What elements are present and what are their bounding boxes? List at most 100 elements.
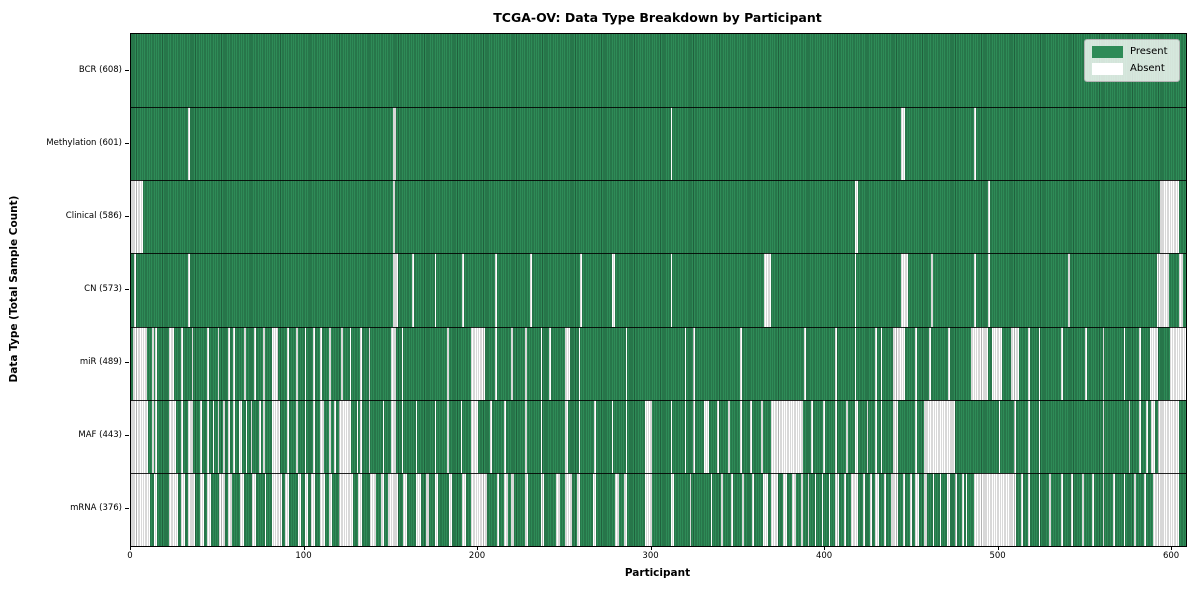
absent-stripe [974, 472, 1016, 546]
xtick-label-200: 200 [468, 551, 486, 561]
absent-stripe [689, 472, 692, 546]
absent-stripe [875, 399, 878, 473]
absent-stripe [295, 326, 298, 400]
absent-stripe [556, 472, 560, 546]
xtick-label-500: 500 [989, 551, 1006, 561]
absent-stripe [349, 326, 352, 400]
absent-stripe [497, 472, 499, 546]
absent-stripe [393, 180, 395, 254]
absent-stripe [932, 472, 935, 546]
absent-stripe [970, 326, 989, 400]
absent-stripe [1139, 326, 1141, 400]
absent-stripe [611, 399, 614, 473]
absent-stripe [370, 472, 376, 546]
absent-stripe [1102, 472, 1105, 546]
absent-stripe [892, 326, 905, 400]
row-separator [131, 472, 1186, 474]
absent-stripe [644, 472, 652, 546]
absent-stripe [870, 472, 872, 546]
absent-stripe [217, 399, 220, 473]
absent-stripe [181, 399, 184, 473]
absent-stripe [740, 399, 742, 473]
absent-stripe [540, 399, 543, 473]
absent-stripe [511, 472, 515, 546]
xtick-mark [303, 546, 305, 550]
absent-stripe [360, 326, 362, 400]
plot-area [130, 33, 1187, 547]
absent-stripe [988, 180, 990, 254]
absent-stripe [471, 326, 485, 400]
absent-stripe [524, 399, 527, 473]
absent-stripe [576, 472, 581, 546]
absent-stripe [811, 399, 813, 473]
absent-stripe [915, 399, 918, 473]
absent-stripe [854, 326, 857, 400]
absent-stripe [222, 399, 225, 473]
absent-stripe [245, 399, 248, 473]
absent-stripe [320, 399, 324, 473]
absent-stripe [238, 399, 243, 473]
absent-stripe [181, 472, 185, 546]
absent-stripe [243, 326, 246, 400]
absent-stripe [771, 399, 803, 473]
absent-stripe [752, 472, 754, 546]
absent-stripe [434, 399, 437, 473]
absent-stripe [1085, 326, 1088, 400]
absent-stripe [233, 326, 236, 400]
absent-stripe [490, 399, 492, 473]
absent-stripe [313, 326, 315, 400]
ytick-mark [125, 142, 129, 144]
xtick-mark [824, 546, 826, 550]
absent-stripe [540, 472, 544, 546]
absent-stripe [287, 399, 289, 473]
legend-item-absent: Absent [1092, 63, 1172, 75]
absent-stripe [974, 107, 977, 181]
absent-stripe [578, 326, 581, 400]
row-band-mrna [131, 472, 1186, 546]
xtick-label-400: 400 [815, 551, 833, 561]
ytick-label-cn: CN (573) [84, 284, 122, 294]
absent-stripe [1156, 253, 1169, 327]
absent-stripe [625, 326, 628, 400]
absent-stripe [328, 472, 333, 546]
absent-stripe [495, 326, 498, 400]
absent-stripe [594, 399, 597, 473]
absent-stripe [564, 399, 569, 473]
absent-stripe [495, 253, 498, 327]
absent-stripe [549, 326, 551, 400]
absent-stripe [1038, 472, 1041, 546]
absent-stripe [1113, 472, 1115, 546]
absent-stripe [524, 326, 527, 400]
absent-stripe [670, 472, 675, 546]
absent-stripe [1048, 472, 1051, 546]
ytick-mark [125, 289, 129, 290]
absent-stripe [524, 472, 529, 546]
absent-stripe [356, 399, 359, 473]
absent-stripe [1021, 472, 1023, 546]
absent-stripe [946, 472, 950, 546]
absent-stripe [835, 472, 839, 546]
absent-stripe [240, 472, 244, 546]
ytick-label-mir: miR (489) [79, 357, 122, 368]
absent-stripe [974, 253, 977, 327]
absent-stripe [693, 326, 695, 400]
absent-stripe [262, 326, 265, 400]
absent-stripe [320, 326, 322, 400]
absent-stripe [434, 472, 439, 546]
absent-stripe [670, 253, 673, 327]
absent-stripe [1038, 326, 1041, 400]
absent-stripe [625, 399, 628, 473]
absent-stripe [880, 399, 883, 473]
ytick-mark [125, 435, 129, 437]
absent-stripe [191, 326, 194, 400]
absent-stripe [181, 326, 184, 400]
absent-stripe [233, 399, 236, 473]
absent-stripe [1061, 472, 1063, 546]
absent-stripe [188, 253, 190, 327]
ytick-mark [125, 69, 129, 71]
absent-stripe [592, 472, 597, 546]
absent-stripe [219, 472, 225, 546]
absent-stripe [412, 253, 414, 327]
absent-stripe [955, 472, 957, 546]
absent-stripe [188, 107, 190, 181]
